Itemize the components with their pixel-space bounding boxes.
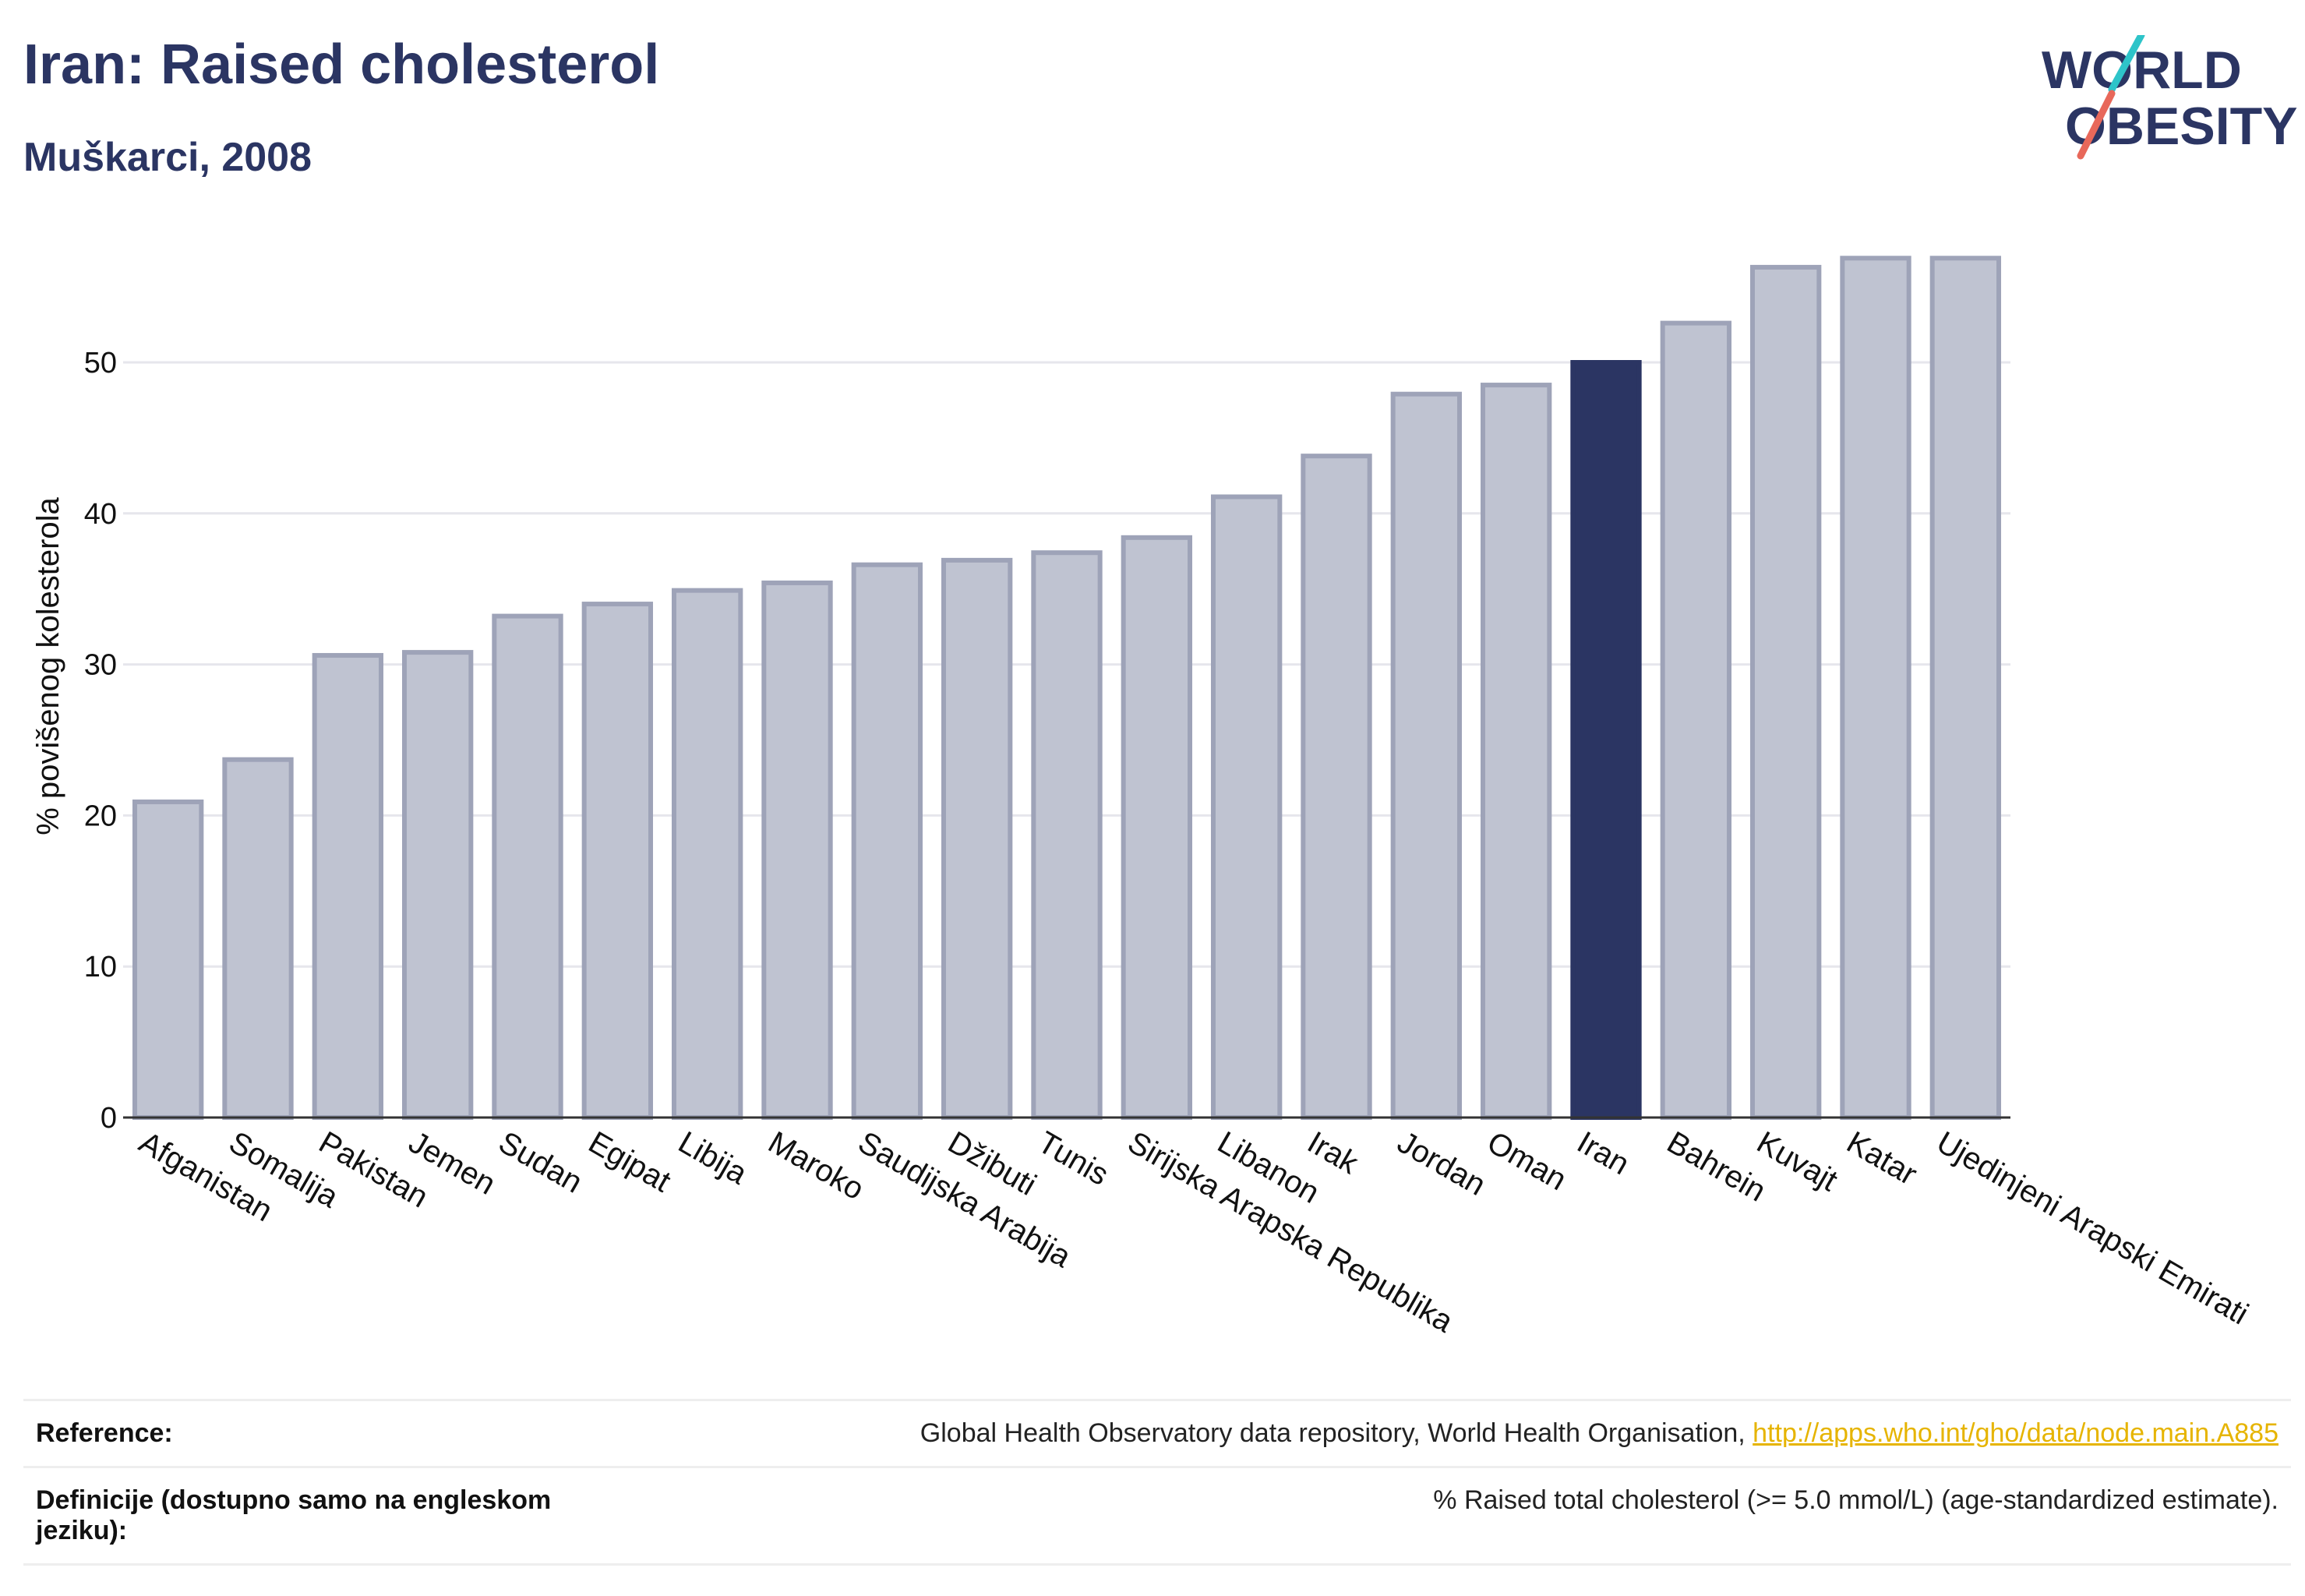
bar-layer: [132, 256, 2002, 1121]
x-tick-label: Jordan: [1392, 1125, 1491, 1202]
reference-row: Reference: Global Health Observatory dat…: [23, 1399, 2291, 1468]
x-tick-label: Sudan: [493, 1125, 588, 1200]
bar-egipat: [581, 602, 654, 1120]
y-tick-label: 10: [84, 951, 117, 983]
bar-sudan: [492, 613, 563, 1120]
chart-subtitle: Muškarci, 2008: [23, 135, 312, 180]
bar-iran: [1570, 360, 1642, 1120]
bar-sirijska-arapska-republika: [1121, 535, 1193, 1120]
logo-slash-coral: [2077, 90, 2116, 160]
x-tick-label: Libija: [672, 1125, 754, 1192]
bar-libija: [671, 588, 743, 1120]
x-tick-label: Egipat: [583, 1125, 676, 1199]
x-tick-label: Ujedinjeni Arapski Emirati: [1931, 1125, 2254, 1332]
x-tick-label: Maroko: [763, 1125, 870, 1207]
y-tick-label: 50: [84, 347, 117, 380]
logo-slash-teal: [2108, 35, 2145, 94]
bar-oman: [1480, 383, 1552, 1120]
chart-title: Iran: Raised cholesterol: [23, 34, 660, 96]
definition-row: Definicije (dostupno samo na engleskom j…: [23, 1466, 2291, 1566]
world-obesity-logo: WORLD OBESITY: [2042, 35, 2298, 160]
bar-irak: [1301, 454, 1372, 1120]
y-tick-label: 0: [101, 1102, 117, 1135]
bar-katar: [1840, 256, 1911, 1121]
y-tick-label: 30: [84, 649, 117, 682]
y-tick-label: 20: [84, 800, 117, 832]
bar-chart: 01020304050AfganistanSomalijaPakistanJem…: [31, 256, 2254, 1340]
y-tick-label: 40: [84, 498, 117, 531]
reference-label: Reference:: [23, 1399, 594, 1468]
bar-ujedinjeni-arapski-emirati: [1929, 256, 2002, 1121]
bar-saudijska-arabija: [851, 562, 923, 1120]
reference-value: Global Health Observatory data repositor…: [594, 1399, 2291, 1468]
bar-maroko: [761, 580, 833, 1120]
bar-bahrein: [1660, 320, 1732, 1120]
bar-pakistan: [312, 652, 384, 1120]
y-axis-title: % povišenog kolesterola: [31, 496, 65, 835]
logo-line1: WORLD: [2042, 41, 2242, 100]
reference-table: Reference: Global Health Observatory dat…: [23, 1399, 2291, 1566]
definition-value: % Raised total cholesterol (>= 5.0 mmol/…: [594, 1466, 2291, 1566]
bar-tunis: [1031, 550, 1103, 1120]
x-tick-label: Oman: [1481, 1125, 1572, 1198]
bar-jordan: [1390, 391, 1463, 1120]
bar-jemen: [401, 650, 474, 1120]
reference-link[interactable]: http://apps.who.int/gho/data/node.main.A…: [1753, 1418, 2279, 1448]
reference-text: Global Health Observatory data repositor…: [920, 1418, 1753, 1448]
bar-libanon: [1210, 494, 1283, 1120]
x-tick-label: Katar: [1841, 1125, 1923, 1192]
x-tick-label: Bahrein: [1661, 1125, 1771, 1209]
definition-label: Definicije (dostupno samo na engleskom j…: [23, 1466, 594, 1566]
x-tick-label: Tunis: [1032, 1125, 1114, 1192]
x-tick-label: Iran: [1572, 1125, 1636, 1182]
bar-kuvajt: [1749, 264, 1822, 1120]
bar-d-ibuti: [941, 557, 1013, 1120]
bar-somalija: [222, 757, 294, 1120]
bar-afganistan: [132, 799, 204, 1120]
